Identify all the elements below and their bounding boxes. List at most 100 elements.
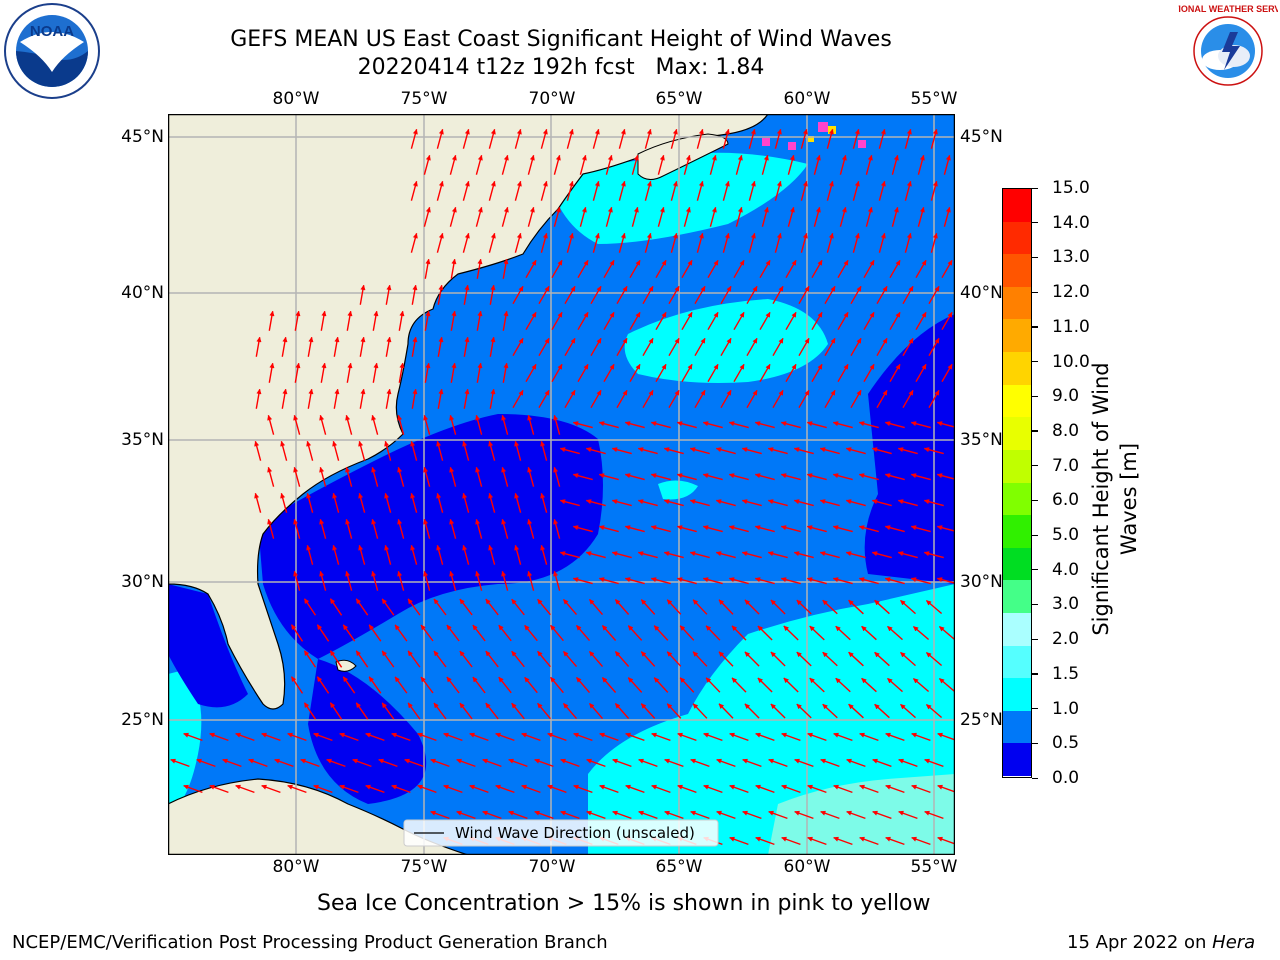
wave-direction-arrowhead <box>391 784 397 790</box>
wave-direction-arrowhead <box>871 499 878 505</box>
wave-direction-arrowhead <box>921 363 927 370</box>
wave-direction-arrowhead <box>765 259 771 266</box>
wave-direction-arrowhead <box>624 577 631 583</box>
wave-direction-arrowhead <box>871 551 878 557</box>
wave-direction-arrowhead <box>689 447 696 453</box>
wave-direction-arrowhead <box>373 310 379 317</box>
wave-region-00-05 <box>168 584 248 708</box>
colorbar-segment <box>1003 580 1031 614</box>
wave-direction-arrowhead <box>438 180 444 187</box>
wave-direction-arrowhead <box>355 598 362 605</box>
wave-direction-arrowhead <box>451 258 457 265</box>
wave-direction-arrowhead <box>672 128 678 135</box>
wave-direction-arrowhead <box>531 363 537 370</box>
wave-direction-arrowhead <box>859 836 865 842</box>
wave-direction-arrowhead <box>248 758 254 764</box>
wave-direction-arrowhead <box>527 518 533 525</box>
wave-direction-arrowhead <box>822 703 828 710</box>
wave-direction-arrowhead <box>607 154 613 161</box>
wave-direction-arrowhead <box>602 677 608 683</box>
wave-direction-arrowhead <box>869 259 875 266</box>
wave-direction-arrowhead <box>910 473 917 479</box>
colorbar-tick-mark <box>1032 534 1038 536</box>
wave-direction-arrowhead <box>674 285 680 292</box>
wave-direction-arrowhead <box>399 362 405 369</box>
wave-direction-arrowhead <box>583 311 589 318</box>
wave-direction-arrowhead <box>833 732 839 738</box>
wave-direction-arrowhead <box>659 154 665 161</box>
wave-direction-arrowhead <box>845 551 852 557</box>
wave-direction-arrowhead <box>923 551 930 557</box>
wave-direction-arrowhead <box>750 128 756 135</box>
wave-direction-arrowhead <box>482 758 488 764</box>
wave-direction-arrowhead <box>754 577 761 583</box>
wave-direction-arrowhead <box>828 128 834 135</box>
wave-direction-arrowhead <box>820 758 826 764</box>
wave-direction-arrowhead <box>599 784 605 790</box>
lat-label-right: 45°N <box>960 127 1003 147</box>
wave-direction-arrowhead <box>498 624 504 631</box>
wave-direction-arrowhead <box>371 518 377 525</box>
wave-direction-arrowhead <box>765 363 771 370</box>
wave-direction-arrowhead <box>843 363 849 370</box>
wave-direction-arrowhead <box>925 704 932 710</box>
wave-direction-arrowhead <box>739 311 745 318</box>
wave-direction-arrowhead <box>711 154 717 161</box>
wave-direction-arrowhead <box>672 180 678 187</box>
wave-direction-arrowhead <box>937 732 943 738</box>
wave-direction-arrowhead <box>765 311 771 318</box>
wave-direction-arrowhead <box>368 624 375 631</box>
wave-direction-arrowhead <box>342 676 349 683</box>
wave-direction-arrowhead <box>633 154 639 161</box>
wave-direction-arrowhead <box>451 310 457 317</box>
wave-direction-arrowhead <box>702 577 709 583</box>
wave-direction-arrowhead <box>537 598 543 605</box>
wave-direction-arrowhead <box>685 154 691 161</box>
wave-direction-arrowhead <box>650 473 657 479</box>
wave-direction-arrowhead <box>501 414 507 421</box>
wave-direction-arrowhead <box>563 598 569 605</box>
wave-direction-arrowhead <box>713 363 719 370</box>
colorbar-tick-label: 12.0 <box>1052 282 1090 303</box>
wave-direction-arrowhead <box>352 758 358 764</box>
wave-direction-arrowhead <box>741 447 748 453</box>
wave-direction-arrowhead <box>555 154 561 161</box>
wave-direction-arrowhead <box>596 337 602 344</box>
wave-direction-arrowhead <box>625 784 631 790</box>
wave-direction-arrowhead <box>755 784 761 790</box>
wave-direction-arrowhead <box>687 259 693 266</box>
wave-direction-arrowhead <box>898 810 904 816</box>
colorbar-tick-mark <box>1032 256 1038 259</box>
wave-direction-arrowhead <box>874 651 880 658</box>
wave-direction-arrowhead <box>425 206 431 213</box>
wave-direction-arrowhead <box>534 758 540 764</box>
wave-direction-arrowhead <box>365 732 371 738</box>
wave-direction-arrowhead <box>893 206 899 213</box>
wave-direction-arrowhead <box>570 285 576 292</box>
wave-direction-arrowhead <box>559 447 566 453</box>
wave-direction-arrowhead <box>304 650 310 657</box>
colorbar-tick-label: 0.5 <box>1052 733 1080 754</box>
wave-direction-arrowhead <box>947 259 953 266</box>
wave-direction-arrowhead <box>342 624 349 631</box>
wave-direction-arrowhead <box>845 447 852 453</box>
wave-direction-arrowhead <box>568 232 574 239</box>
wave-direction-arrowhead <box>585 447 592 453</box>
wave-direction-arrowhead <box>661 311 667 318</box>
wave-direction-arrowhead <box>770 703 777 710</box>
wave-direction-arrowhead <box>932 128 938 135</box>
wave-direction-arrowhead <box>624 421 631 427</box>
wave-direction-arrowhead <box>330 650 336 657</box>
wave-direction-arrowhead <box>776 128 782 135</box>
wave-direction-arrowhead <box>527 570 533 577</box>
wave-direction-arrowhead <box>729 784 735 790</box>
wave-direction-arrowhead <box>553 466 559 473</box>
wave-direction-arrowhead <box>754 421 761 427</box>
wave-direction-arrowhead <box>254 440 260 447</box>
wave-direction-arrowhead <box>451 362 457 369</box>
colorbar-tick-mark <box>1032 222 1038 224</box>
lon-label-top: 80°W <box>272 89 320 109</box>
wave-direction-arrowhead <box>845 499 852 505</box>
wave-direction-arrowhead <box>570 337 576 344</box>
wave-direction-arrowhead <box>791 311 797 318</box>
